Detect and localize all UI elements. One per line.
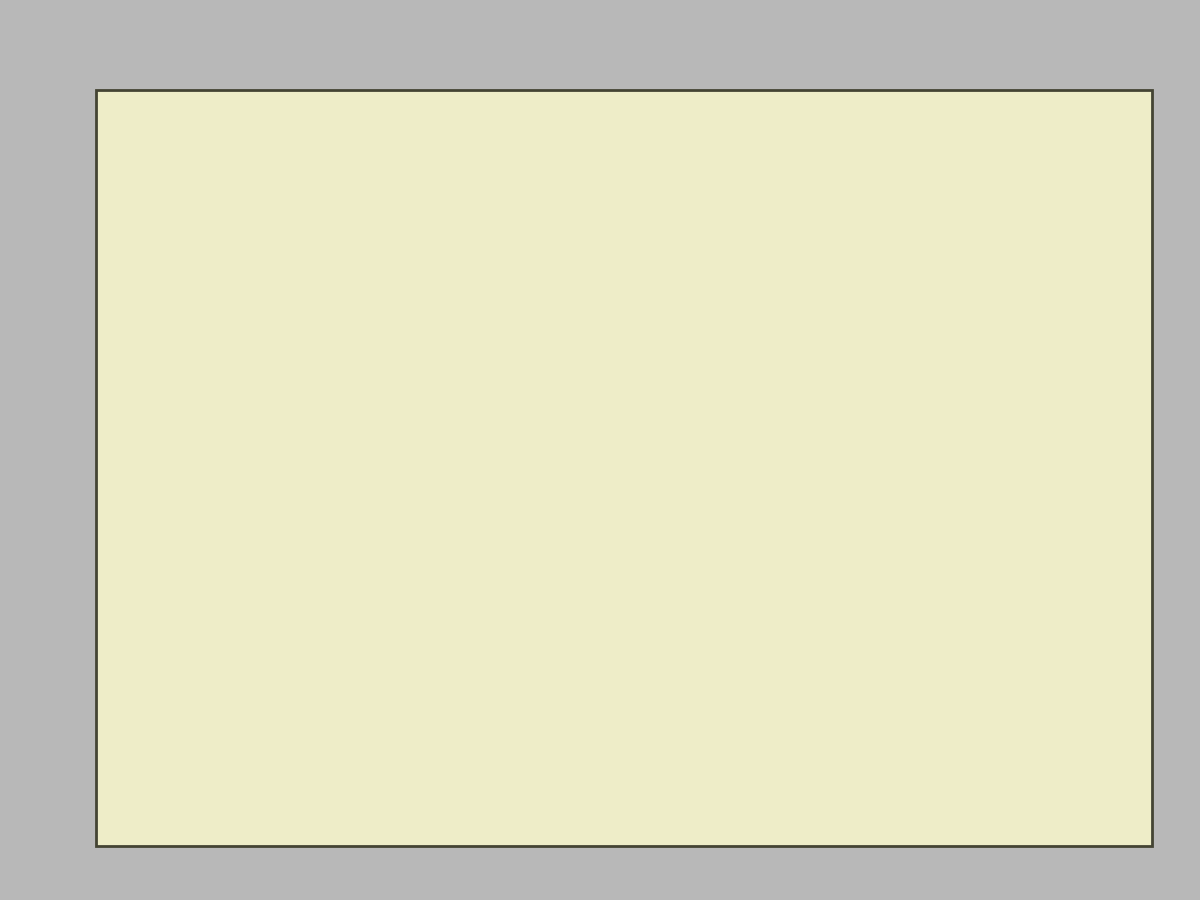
Text: $\mathbf{3.\ \ CO_2^{\ -3} + 2H^+\!\rightarrow CO^2 + H_2O}$: $\mathbf{3.\ \ CO_2^{\ -3} + 2H^+\!\righ… bbox=[144, 734, 785, 788]
Text: REACTIONS.: REACTIONS. bbox=[108, 189, 388, 227]
Text: include the oxidation state of each):: include the oxidation state of each): bbox=[108, 472, 841, 507]
Text: Refer to module 7 THE REDOX: Refer to module 7 THE REDOX bbox=[108, 130, 782, 168]
Text: $\mathbf{2.\ \ 2Al + 3Cu^{2+}\!\rightarrow 2Al^{3+} + 3Cu}$: $\mathbf{2.\ \ 2Al + 3Cu^{2+}\!\rightarr… bbox=[144, 617, 814, 661]
Text: $\mathbf{1.\ \ Zn + 2H^+\!\rightarrow Zn^{2+} + H_2}$: $\mathbf{1.\ \ Zn + 2H^+\!\rightarrow Zn… bbox=[144, 489, 703, 537]
Text: following reactions (be sure to: following reactions (be sure to bbox=[108, 405, 730, 439]
Text: Determine which element is oxidized: Determine which element is oxidized bbox=[108, 270, 858, 304]
Text: and which element is reduced in the: and which element is reduced in the bbox=[108, 338, 846, 372]
